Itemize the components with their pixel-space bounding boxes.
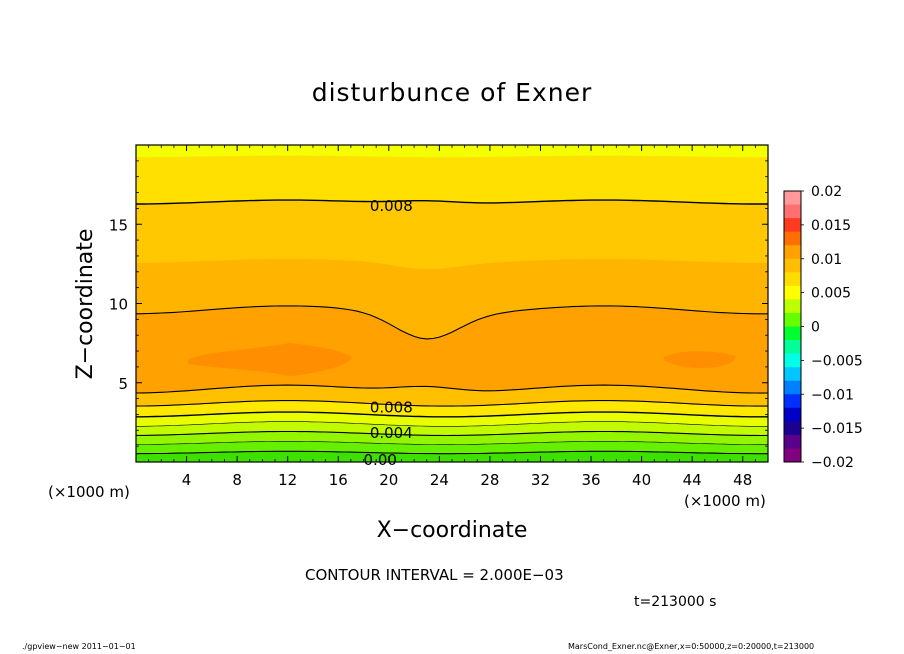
contour-label: 0.004 — [370, 424, 413, 442]
colorbar-swatch — [784, 191, 801, 205]
colorbar-swatch — [784, 421, 801, 436]
colorbar-swatch — [784, 380, 801, 395]
x-tick-label: 36 — [581, 471, 600, 489]
x-axis-label: X−coordinate — [377, 518, 528, 543]
colorbar-swatch — [784, 272, 801, 287]
x-tick-label: 8 — [232, 471, 242, 489]
x-tick-label: 16 — [329, 471, 348, 489]
y-axis-label: Z−coordinate — [73, 229, 98, 380]
colorbar-label: 0.01 — [811, 252, 842, 268]
x-tick-label: 4 — [182, 471, 192, 489]
contour-line — [136, 305, 768, 340]
contour-label: 0.00 — [364, 451, 397, 469]
contour-label: 0.008 — [370, 399, 413, 417]
contour-labels: 0.008 0.008 0.004 0.00 — [364, 197, 413, 469]
contour-interval-label: CONTOUR INTERVAL = 2.000E−03 — [305, 566, 564, 584]
colorbar-swatch — [784, 245, 801, 260]
colorbar-swatch — [784, 394, 801, 409]
contour-line — [136, 411, 768, 418]
colorbar-label: 0.02 — [811, 184, 842, 200]
x-tick-label: 28 — [480, 471, 499, 489]
colorbar-label: −0.01 — [811, 387, 854, 403]
contour-max-right — [664, 351, 736, 368]
contour-band — [136, 145, 768, 158]
colorbar-label: 0 — [811, 320, 820, 336]
colorbar-label: −0.015 — [811, 421, 863, 437]
colorbar-swatch — [784, 218, 801, 233]
contour-lines — [136, 199, 768, 455]
chart-title: disturbunce of Exner — [311, 78, 593, 107]
colorbar-swatch — [784, 367, 801, 382]
contour-label: 0.008 — [370, 197, 413, 215]
colorbar-label: −0.005 — [811, 353, 863, 369]
colorbar-label: −0.02 — [811, 455, 854, 471]
contour-line — [136, 450, 768, 455]
colorbar-swatch — [784, 299, 801, 314]
x-tick-label: 20 — [379, 471, 398, 489]
y-tick-label: 15 — [109, 216, 128, 234]
colorbar-swatch — [784, 312, 801, 327]
x-tick-label: 48 — [733, 471, 752, 489]
y-tick-label: 10 — [109, 296, 128, 314]
contour-line — [136, 199, 768, 205]
colorbar-swatch — [784, 434, 801, 449]
colorbar-swatch — [784, 204, 801, 219]
contour-line — [136, 430, 768, 437]
x-tick-label: 40 — [632, 471, 651, 489]
x-unit-label: (×1000 m) — [684, 492, 766, 510]
y-tick-label: 5 — [118, 375, 128, 393]
contour-line — [136, 400, 768, 407]
time-label: t=213000 s — [634, 594, 717, 610]
colorbar-swatch — [784, 326, 801, 341]
colorbar-swatch — [784, 448, 801, 463]
contour-line-thin — [136, 441, 768, 445]
contour-line — [136, 384, 768, 394]
colorbar-swatch — [784, 353, 801, 368]
colorbar: 0.02 0.015 0.01 0.005 0 −0.005 −0.01 −0.015 −0.0… — [783, 184, 863, 471]
colorbar-label: 0.015 — [811, 218, 851, 234]
x-tick-label: 32 — [531, 471, 550, 489]
y-unit-label: (×1000 m) — [48, 483, 130, 501]
colorbar-swatch — [784, 285, 801, 300]
contour-band — [136, 155, 768, 205]
colorbar-swatch — [784, 340, 801, 354]
contour-line-thin — [136, 421, 768, 427]
contour-max-left — [188, 343, 352, 376]
colorbar-label: 0.005 — [811, 286, 851, 302]
colorbar-swatch — [784, 258, 801, 273]
colorbar-swatch — [784, 231, 801, 246]
colorbar-swatch — [784, 407, 801, 422]
x-tick-label: 24 — [430, 471, 449, 489]
x-tick-label: 44 — [683, 471, 702, 489]
contour-band — [136, 199, 768, 270]
footer-source: MarsCond_Exner.nc@Exner,x=0:50000,z=0:20… — [568, 642, 815, 651]
footer-command: ./gpview−new 2011−01−01 — [22, 642, 136, 651]
x-tick-label: 12 — [278, 471, 297, 489]
